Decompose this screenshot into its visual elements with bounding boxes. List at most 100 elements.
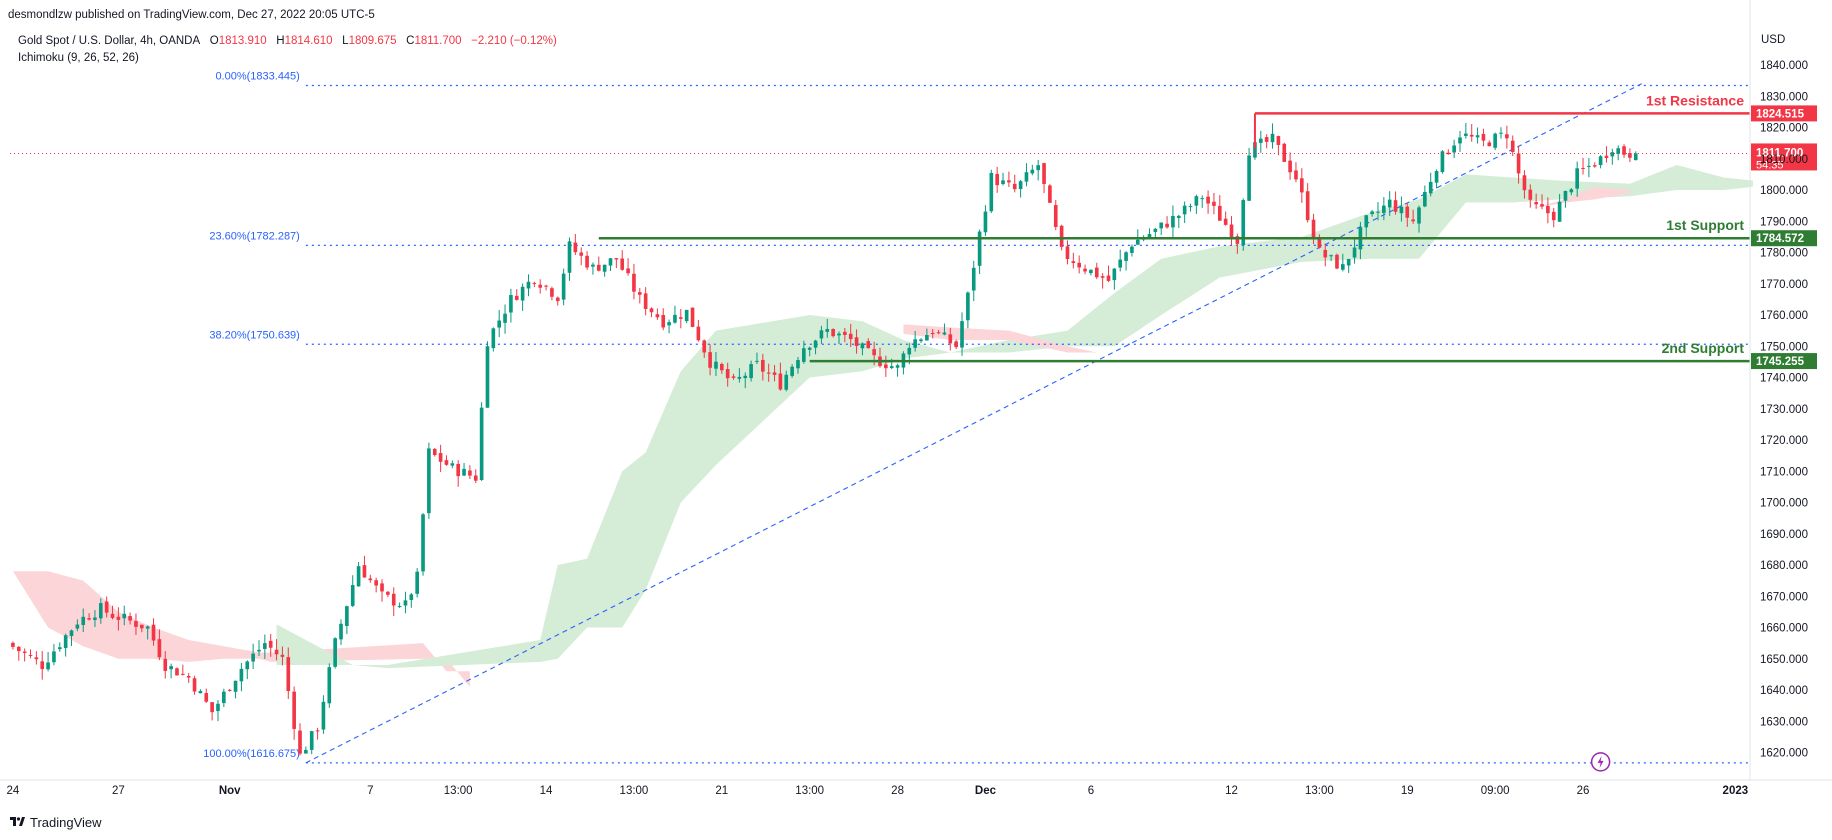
candle bbox=[1247, 147, 1251, 202]
candle-body bbox=[468, 470, 472, 476]
currency-label: USD bbox=[1761, 34, 1786, 46]
candle bbox=[1223, 211, 1228, 226]
candle bbox=[596, 256, 601, 272]
x-tick-label: Dec bbox=[975, 785, 997, 797]
candle bbox=[374, 577, 378, 593]
candle bbox=[1393, 191, 1398, 215]
candle-body bbox=[1294, 170, 1298, 180]
candle bbox=[1258, 130, 1263, 153]
last-price-label: 1811.700 bbox=[1756, 147, 1803, 159]
candle-body bbox=[966, 292, 970, 321]
candle-body bbox=[772, 372, 777, 375]
candle-body bbox=[1007, 180, 1011, 183]
candle-body bbox=[1329, 255, 1333, 257]
candle bbox=[1440, 150, 1445, 174]
candle bbox=[731, 373, 736, 380]
candle-body bbox=[1118, 259, 1123, 268]
candle bbox=[87, 613, 91, 621]
tradingview-brand[interactable]: TradingView bbox=[10, 815, 102, 830]
candle-body bbox=[667, 322, 671, 326]
candle bbox=[251, 643, 255, 669]
candle bbox=[1376, 202, 1380, 221]
x-tick-label: 13:00 bbox=[444, 785, 473, 797]
candle bbox=[1628, 148, 1632, 163]
candle-body bbox=[848, 333, 853, 340]
candle bbox=[315, 727, 320, 740]
candle-body bbox=[128, 616, 132, 621]
candle-body bbox=[532, 282, 537, 284]
candle bbox=[1001, 172, 1005, 186]
candle bbox=[796, 357, 800, 374]
bar-countdown: 54:35 bbox=[1756, 159, 1784, 171]
candle bbox=[1587, 157, 1591, 178]
candle bbox=[52, 644, 56, 666]
candle bbox=[1592, 162, 1597, 168]
candle-body bbox=[1493, 133, 1497, 148]
candle-body bbox=[579, 252, 584, 256]
candle bbox=[1551, 207, 1556, 228]
candle bbox=[573, 233, 578, 255]
candle-body bbox=[1065, 246, 1070, 260]
candle bbox=[538, 279, 543, 294]
candle-body bbox=[708, 352, 712, 368]
candle bbox=[339, 619, 343, 645]
candle-body bbox=[1633, 153, 1638, 161]
candle-body bbox=[1153, 228, 1158, 232]
candle-body bbox=[872, 349, 876, 356]
candle-body bbox=[620, 258, 625, 270]
candle bbox=[1317, 234, 1322, 249]
candle bbox=[98, 598, 103, 624]
x-tick-label: 24 bbox=[7, 785, 20, 797]
y-tick-label: 1790.000 bbox=[1760, 216, 1808, 228]
candle bbox=[245, 660, 250, 680]
y-tick-label: 1670.000 bbox=[1760, 591, 1808, 603]
candle-body bbox=[1341, 264, 1345, 270]
open-value: 1813.910 bbox=[218, 35, 267, 47]
candle bbox=[755, 352, 759, 365]
symbol-legend: Gold Spot / U.S. Dollar, 4h, OANDA O1813… bbox=[18, 35, 557, 47]
candle-body bbox=[69, 630, 74, 636]
candle-body bbox=[1540, 204, 1544, 207]
candle-body bbox=[175, 668, 179, 676]
candle bbox=[591, 262, 595, 275]
fib-level-label: 38.20%(1750.639) bbox=[209, 329, 300, 341]
candle-body bbox=[22, 651, 27, 653]
indicator-legend[interactable]: Ichimoku (9, 26, 52, 26) bbox=[18, 52, 139, 64]
y-tick-label: 1690.000 bbox=[1760, 529, 1808, 541]
candle bbox=[1428, 172, 1433, 197]
candle-body bbox=[251, 653, 255, 662]
candle bbox=[1452, 139, 1456, 159]
candle-body bbox=[1282, 143, 1287, 162]
candle-body bbox=[790, 366, 794, 376]
candle-body bbox=[778, 373, 783, 390]
lightning-icon[interactable] bbox=[1590, 752, 1611, 772]
candle bbox=[1540, 194, 1544, 210]
candle bbox=[1288, 152, 1292, 180]
x-tick-label: 21 bbox=[715, 785, 728, 797]
candle bbox=[350, 575, 355, 608]
trend-line-dashed[interactable] bbox=[305, 83, 1642, 764]
candle-body bbox=[936, 332, 941, 334]
candle bbox=[1118, 249, 1123, 272]
candle bbox=[1399, 196, 1404, 222]
candle bbox=[813, 339, 818, 355]
candle-body bbox=[81, 616, 86, 625]
candle-body bbox=[930, 332, 935, 335]
candle bbox=[1499, 127, 1503, 139]
candle bbox=[421, 512, 425, 576]
candle bbox=[1563, 190, 1568, 208]
candle-body bbox=[1089, 269, 1093, 274]
candle-body bbox=[380, 583, 384, 592]
symbol-title[interactable]: Gold Spot / U.S. Dollar, 4h, OANDA bbox=[18, 35, 201, 47]
candle bbox=[567, 237, 572, 281]
level-price-box bbox=[1751, 353, 1817, 370]
candle bbox=[948, 328, 953, 351]
candle-body bbox=[1452, 145, 1456, 153]
candle bbox=[866, 338, 871, 349]
candle bbox=[1493, 132, 1497, 151]
candle-body bbox=[134, 621, 138, 627]
candle-body bbox=[93, 617, 97, 620]
candle-body bbox=[1475, 135, 1480, 138]
candle bbox=[1346, 258, 1351, 273]
